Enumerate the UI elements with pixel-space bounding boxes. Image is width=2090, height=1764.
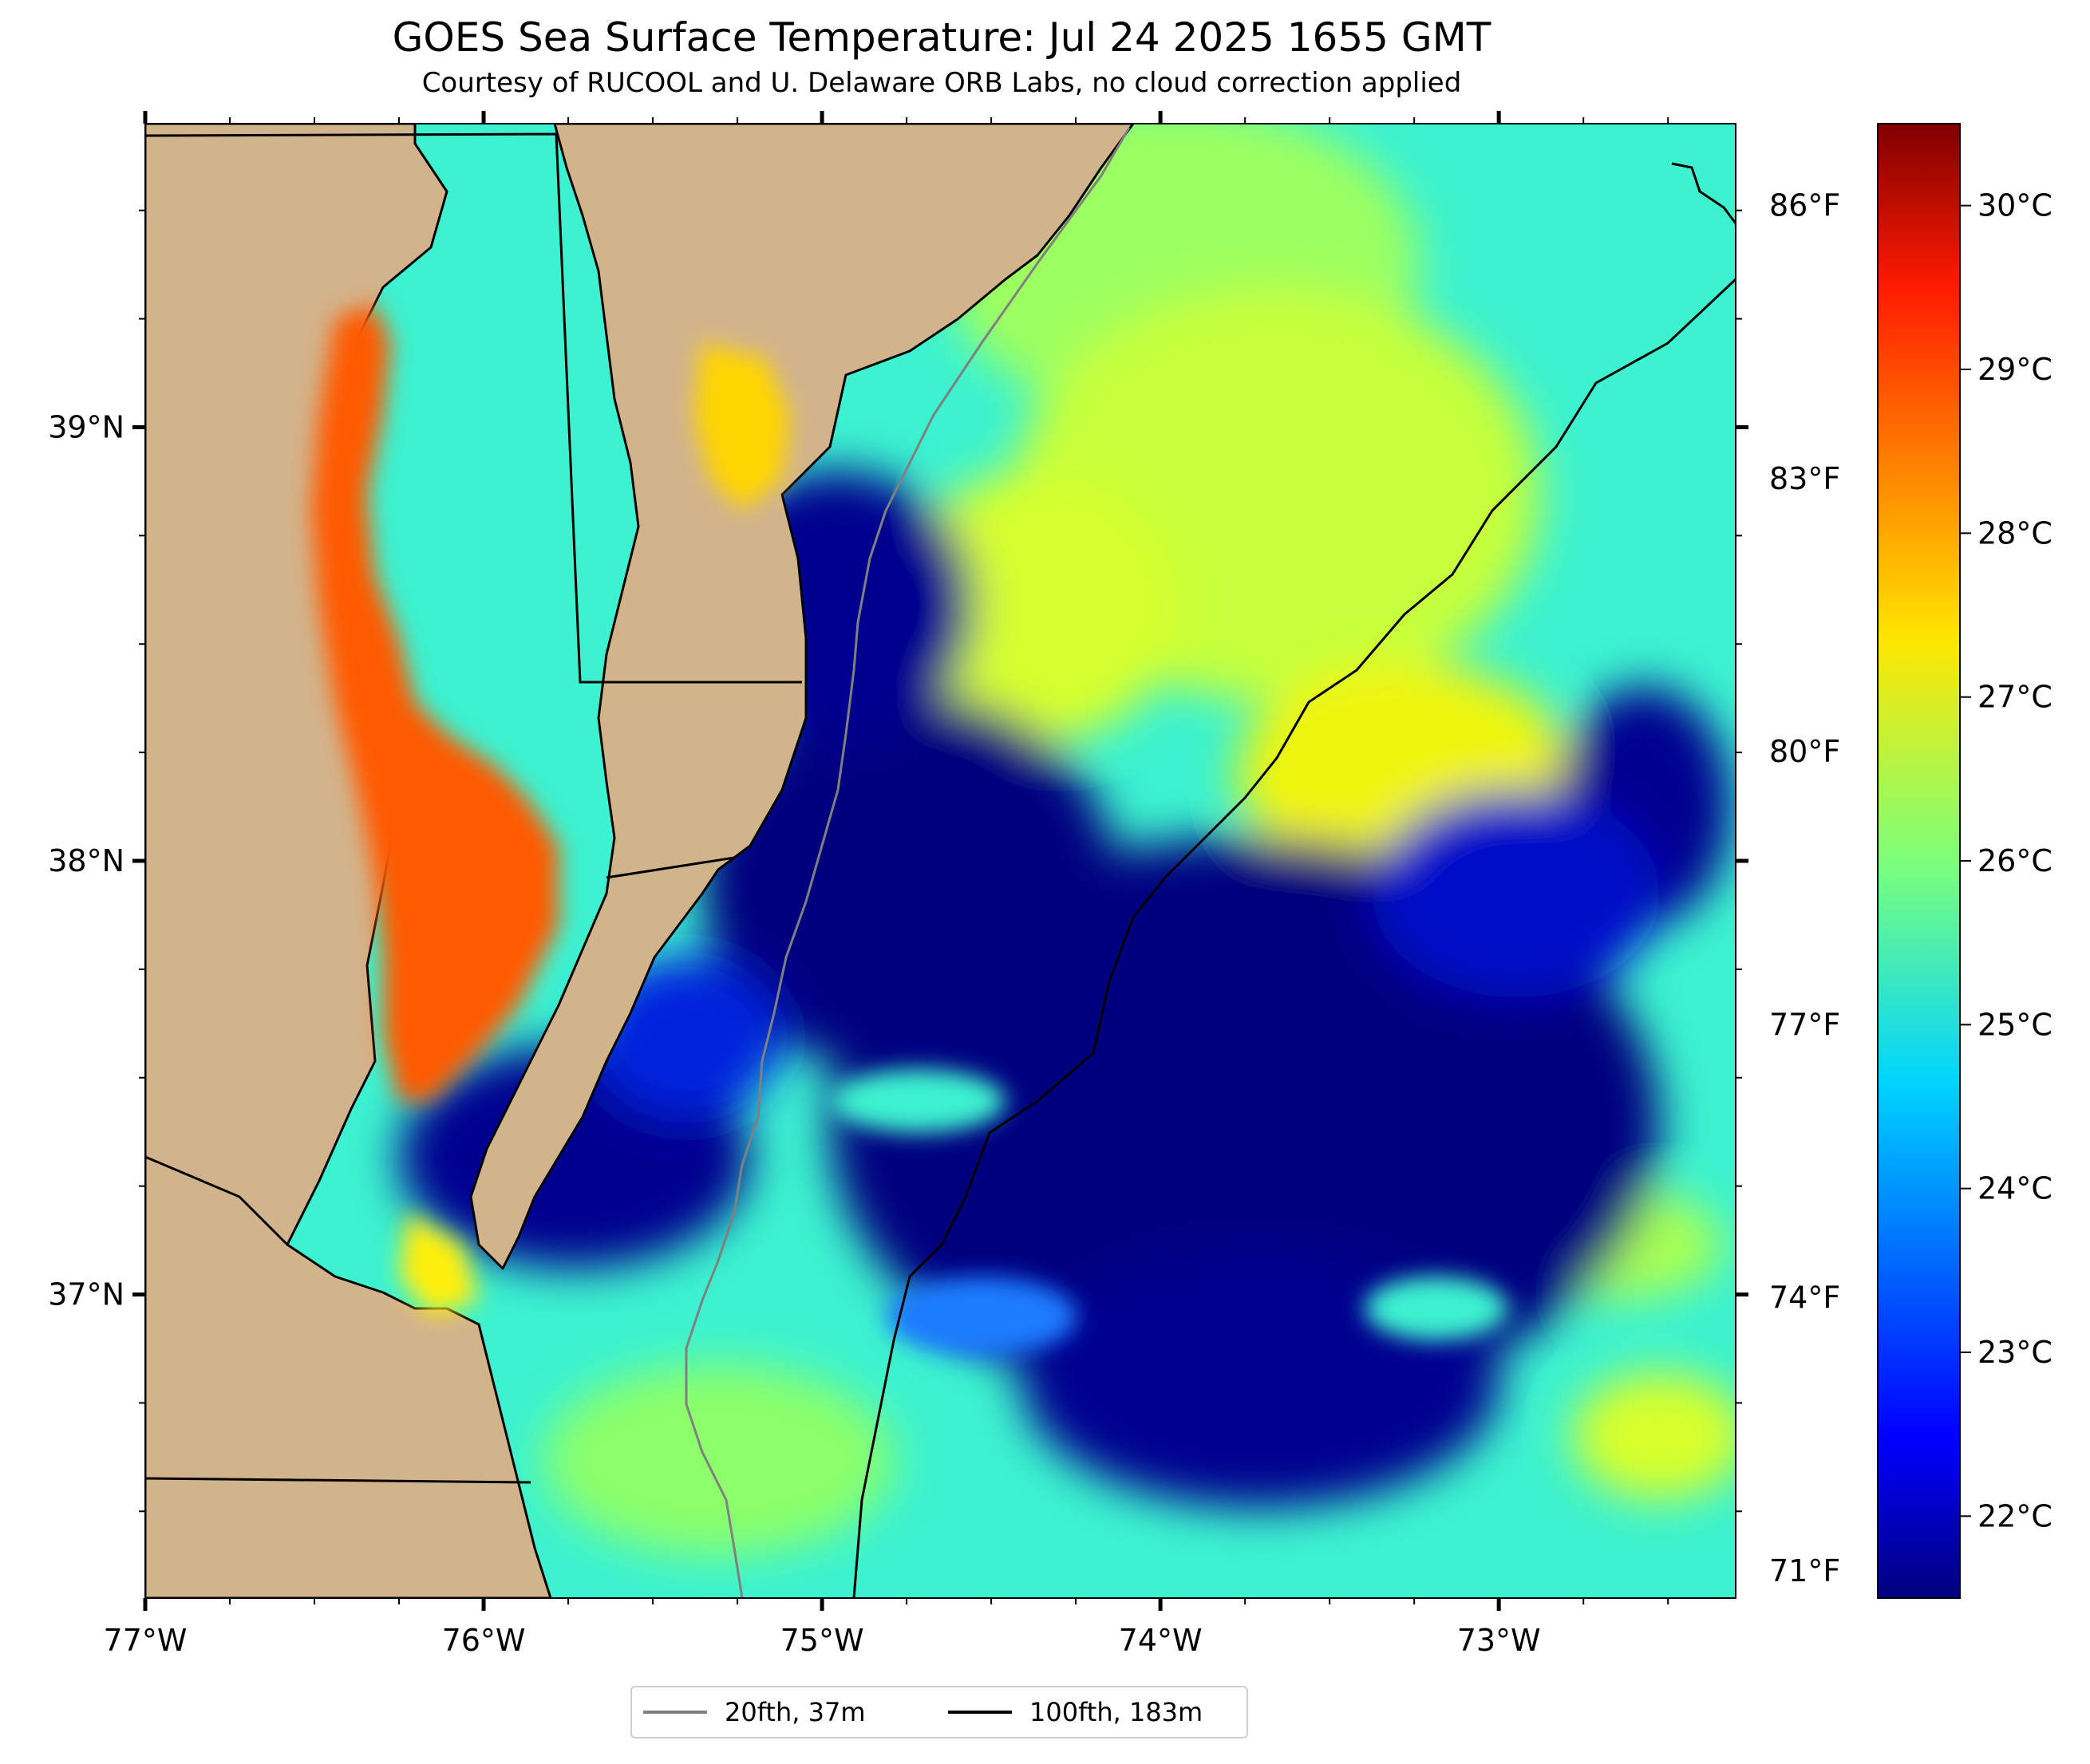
- legend-item-100fth: 100fth, 183m: [948, 1697, 1203, 1727]
- isobath-100fth: [852, 278, 1736, 1598]
- state-boundaries: [145, 132, 802, 1484]
- colorbar-tick-label: 23°C: [1977, 1335, 2052, 1370]
- lon-label: 73°W: [1457, 1623, 1541, 1658]
- legend-swatch-20fth: [643, 1711, 707, 1714]
- fahrenheit-label: 74°F: [1769, 1281, 1840, 1316]
- legend-item-20fth: 20fth, 37m: [643, 1697, 865, 1727]
- colorbar-tick-label: 29°C: [1977, 352, 2052, 387]
- lat-label: 37°N: [48, 1277, 124, 1312]
- legend-swatch-100fth: [948, 1711, 1012, 1714]
- isobath-20fth: [685, 127, 1131, 1598]
- colorbar-tick-label: 27°C: [1977, 680, 2052, 715]
- lon-label: 74°W: [1119, 1623, 1203, 1658]
- fahrenheit-label: 86°F: [1769, 188, 1840, 223]
- colorbar: [1877, 123, 1961, 1599]
- page-subtitle: Courtesy of RUCOOL and U. Delaware ORB L…: [421, 67, 1462, 99]
- isobath-legend: 20fth, 37m 100fth, 183m: [630, 1686, 1248, 1738]
- fahrenheit-label: 83°F: [1769, 461, 1840, 496]
- lon-label: 75°W: [780, 1623, 864, 1658]
- legend-label-100fth: 100fth, 183m: [1029, 1697, 1203, 1727]
- colorbar-ticks: 30°C 29°C 28°C 27°C 26°C 25°C 24°C 23°C 22°C: [1960, 188, 2052, 1533]
- fahrenheit-label: 77°F: [1769, 1007, 1840, 1042]
- lat-label: 39°N: [48, 409, 124, 444]
- page-title: GOES Sea Surface Temperature: Jul 24 202…: [392, 14, 1491, 61]
- colorbar-tick-label: 25°C: [1977, 1007, 2052, 1042]
- lon-label: 76°W: [442, 1623, 526, 1658]
- land-areas: [145, 124, 1135, 1598]
- map-axes: 77°W 76°W 75°W 74°W 73°W 39°N 38°N 37°N 86°F 83°F…: [48, 111, 1840, 1658]
- colorbar-tick-label: 24°C: [1977, 1171, 2052, 1206]
- colorbar-tick-label: 26°C: [1977, 843, 2052, 878]
- legend-label-20fth: 20fth, 37m: [725, 1697, 866, 1727]
- fahrenheit-label: 80°F: [1769, 734, 1840, 769]
- lat-label: 38°N: [48, 843, 124, 878]
- sst-field: [145, 124, 1736, 1598]
- fahrenheit-label: 71°F: [1769, 1553, 1840, 1588]
- colorbar-tick-label: 22°C: [1977, 1498, 2052, 1533]
- chesapeake-warm: [311, 303, 790, 1316]
- lon-label: 77°W: [104, 1623, 188, 1658]
- colorbar-tick-label: 28°C: [1977, 515, 2052, 551]
- colorbar-tick-label: 30°C: [1977, 188, 2052, 223]
